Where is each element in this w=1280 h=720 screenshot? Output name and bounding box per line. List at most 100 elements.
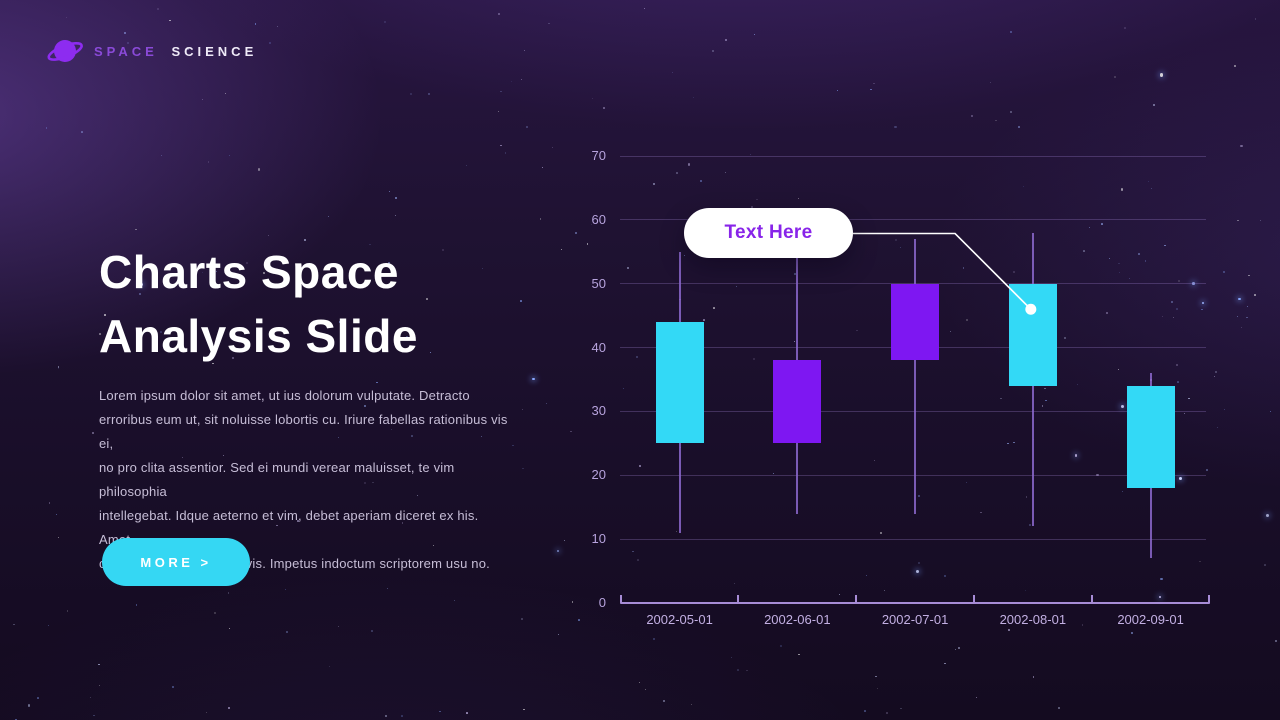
star-dot xyxy=(298,396,301,399)
star-dot xyxy=(1041,405,1044,408)
planet-icon xyxy=(46,34,84,68)
star-dot xyxy=(394,215,396,217)
star-dot xyxy=(1238,297,1241,300)
star-dot xyxy=(636,559,639,561)
star-dot xyxy=(794,272,797,276)
star-dot xyxy=(1205,469,1208,472)
star-dot xyxy=(207,332,209,334)
star-dot xyxy=(123,31,126,34)
star-dot xyxy=(66,610,69,612)
star-dot xyxy=(541,167,543,169)
star-dot xyxy=(135,228,137,231)
candle-body-2002-08-01 xyxy=(1008,283,1057,386)
star-dot xyxy=(1215,370,1218,373)
star-dot xyxy=(299,295,302,298)
star-dot xyxy=(338,437,340,439)
star-dot xyxy=(99,333,102,336)
star-dot xyxy=(182,456,184,458)
candle-body-2002-09-01 xyxy=(1126,385,1175,489)
star-dot xyxy=(201,271,203,273)
star-dot xyxy=(683,255,685,257)
star-dot xyxy=(753,358,756,361)
star-dot xyxy=(228,154,231,157)
star-dot xyxy=(228,707,230,709)
star-dot xyxy=(885,712,888,714)
star-dot xyxy=(231,356,234,359)
candle-wick-2002-07-01 xyxy=(914,239,917,514)
star-dot xyxy=(172,685,175,688)
star-dot xyxy=(578,619,580,622)
star-dot xyxy=(269,42,272,45)
more-button[interactable]: MORE > xyxy=(102,538,250,586)
star-dot xyxy=(1088,226,1091,229)
star-dot xyxy=(1248,274,1250,277)
star-dot xyxy=(730,657,732,659)
candle-body-2002-06-01 xyxy=(773,360,822,444)
star-dot xyxy=(1124,27,1126,30)
star-dot xyxy=(1118,271,1120,273)
star-dot xyxy=(1264,564,1267,566)
star-dot xyxy=(104,313,107,316)
star-dot xyxy=(1009,110,1012,114)
x-axis-tick xyxy=(855,594,858,603)
star-dot xyxy=(433,544,435,546)
star-dot xyxy=(99,685,100,687)
star-dot xyxy=(81,130,84,133)
star-dot xyxy=(1274,639,1277,642)
star-dot xyxy=(749,153,751,155)
star-dot xyxy=(47,624,50,626)
star-dot xyxy=(521,408,523,410)
star-dot xyxy=(894,125,897,128)
star-dot xyxy=(915,569,919,573)
star-dot xyxy=(713,307,715,309)
star-dot xyxy=(687,163,690,166)
star-dot xyxy=(57,537,60,539)
star-dot xyxy=(545,402,547,404)
star-dot xyxy=(1033,676,1035,678)
star-dot xyxy=(966,319,968,321)
star-dot xyxy=(1158,595,1162,599)
star-dot xyxy=(1086,603,1089,605)
star-dot xyxy=(387,587,389,589)
star-dot xyxy=(874,459,876,461)
star-dot xyxy=(1240,144,1243,147)
star-dot xyxy=(1013,441,1015,443)
star-dot xyxy=(653,638,656,641)
star-dot xyxy=(980,511,982,514)
star-dot xyxy=(773,473,774,475)
star-dot xyxy=(369,243,371,246)
star-dot xyxy=(48,502,51,504)
star-dot xyxy=(286,631,288,634)
star-dot xyxy=(521,618,523,621)
callout-bubble[interactable]: Text Here xyxy=(684,208,853,258)
star-dot xyxy=(1044,387,1047,390)
star-dot xyxy=(950,330,951,332)
star-dot xyxy=(644,689,647,691)
star-dot xyxy=(970,114,973,117)
star-dot xyxy=(1246,316,1248,319)
star-dot xyxy=(899,707,902,710)
star-dot xyxy=(557,549,560,552)
star-dot xyxy=(466,712,468,714)
star-dot xyxy=(1058,707,1060,709)
star-dot xyxy=(416,494,418,496)
star-dot xyxy=(371,629,373,632)
star-dot xyxy=(1159,73,1164,77)
star-dot xyxy=(639,465,641,467)
star-dot xyxy=(734,582,736,584)
star-dot xyxy=(1192,282,1195,286)
star-dot xyxy=(13,623,15,625)
star-dot xyxy=(126,42,129,45)
star-dot xyxy=(1254,294,1256,296)
star-dot xyxy=(1074,454,1078,457)
star-dot xyxy=(675,531,677,533)
x-axis-line xyxy=(620,601,1210,604)
star-dot xyxy=(65,16,67,18)
star-dot xyxy=(552,147,553,149)
star-dot xyxy=(512,445,514,447)
star-dot xyxy=(384,20,387,23)
star-dot xyxy=(737,668,740,671)
star-dot xyxy=(406,336,408,338)
star-dot xyxy=(109,468,112,471)
star-dot xyxy=(1171,301,1174,304)
